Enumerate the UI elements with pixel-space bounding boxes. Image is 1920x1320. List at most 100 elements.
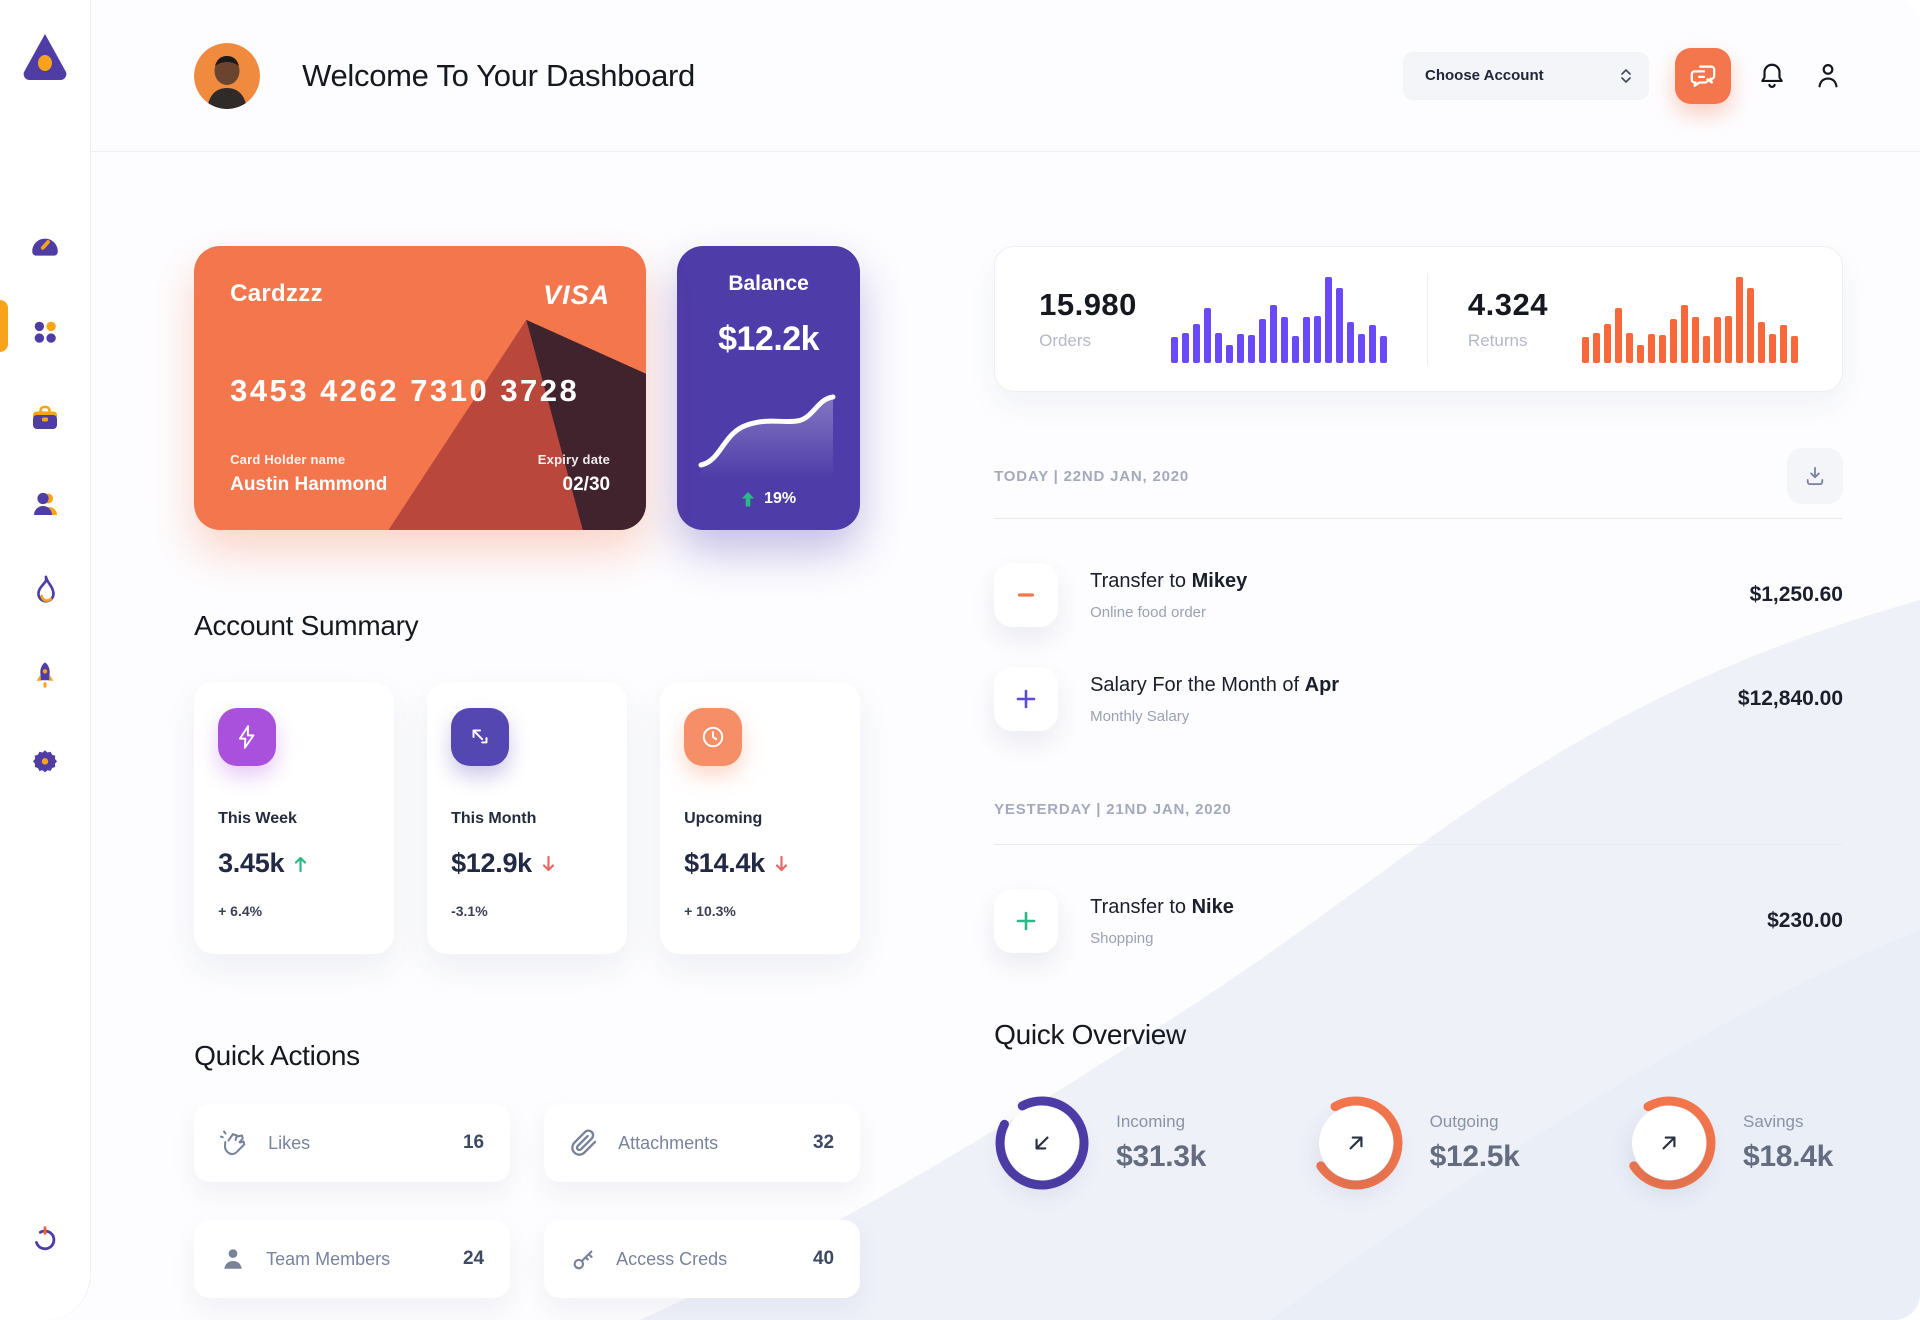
transaction-row-nike[interactable]: Transfer to Nike Shopping $230.00	[994, 889, 1843, 953]
lightning-icon	[218, 708, 277, 766]
outgoing-ring-chart	[1308, 1095, 1404, 1191]
orders-bar-chart	[1170, 275, 1387, 363]
summary-value: $14.4k	[684, 848, 836, 879]
visa-logo: VISA	[543, 280, 611, 310]
orders-value: 15.980	[1039, 287, 1137, 322]
balance-title: Balance	[728, 272, 809, 295]
sidebar-item-launch[interactable]	[23, 654, 67, 698]
today-header: TODAY | 22ND JAN, 2020	[994, 448, 1843, 504]
summary-card-upcoming[interactable]: Upcoming $14.4k + 10.3%	[660, 682, 861, 954]
account-summary-title: Account Summary	[194, 610, 419, 641]
triangle-logo-icon	[23, 34, 67, 80]
page-title: Welcome To Your Dashboard	[302, 57, 695, 93]
summary-label: Upcoming	[684, 810, 763, 827]
ring-value: $12.5k	[1429, 1140, 1520, 1173]
balance-card[interactable]: Balance $12.2k	[677, 246, 861, 530]
clap-icon	[220, 1130, 246, 1156]
sidebar-active-indicator	[0, 300, 8, 352]
right-column: 15.980 Orders 4.324 Returns	[994, 246, 1843, 1320]
header: Welcome To Your Dashboard Choose Account	[91, 0, 1920, 152]
notifications-button[interactable]	[1757, 60, 1787, 92]
quick-action-team[interactable]: Team Members 24	[194, 1220, 511, 1298]
arrow-up-right-icon	[1349, 1136, 1363, 1150]
stats-card: 15.980 Orders 4.324 Returns	[994, 246, 1843, 392]
qa-value: 32	[812, 1132, 835, 1153]
qa-label: Team Members	[266, 1248, 391, 1269]
bank-card-art	[194, 246, 647, 530]
sidebar-item-work[interactable]	[23, 396, 67, 440]
download-icon	[1806, 466, 1824, 486]
transaction-subtitle: Online food order	[1090, 603, 1206, 621]
quick-action-access[interactable]: Access Creds 40	[544, 1220, 861, 1298]
sidebar-nav	[23, 224, 67, 784]
sidebar-item-dashboard[interactable]	[23, 224, 67, 268]
content: Cardzzz VISA 3453 4262 7310 3728 Card Ho…	[91, 152, 1920, 1320]
orders-label: Orders	[1039, 331, 1092, 350]
header-actions: Choose Account	[1403, 47, 1843, 104]
quick-actions-title: Quick Actions	[194, 1040, 360, 1071]
profile-button[interactable]	[1813, 60, 1843, 92]
chat-button[interactable]	[1675, 47, 1731, 104]
summary-card-month[interactable]: This Month $12.9k -3.1%	[427, 682, 628, 954]
arrow-up-right-icon	[1662, 1136, 1676, 1150]
trend-down-icon	[542, 855, 554, 871]
left-column: Cardzzz VISA 3453 4262 7310 3728 Card Ho…	[194, 246, 861, 1320]
plus-icon	[994, 889, 1059, 953]
summary-delta: -3.1%	[451, 903, 488, 919]
arrow-down-left-icon	[1035, 1136, 1049, 1150]
choose-account-select[interactable]: Choose Account	[1403, 51, 1649, 100]
bank-card-number: 3453 4262 7310 3728	[230, 373, 580, 408]
choose-account-label: Choose Account	[1425, 67, 1544, 84]
balance-change: 19%	[741, 490, 796, 508]
chat-bubbles-icon	[1690, 65, 1716, 87]
download-button[interactable]	[1787, 448, 1843, 504]
avatar[interactable]	[194, 42, 261, 109]
avatar-photo	[194, 42, 261, 109]
quick-action-attachments[interactable]: Attachments 32	[544, 1104, 861, 1182]
trend-up-icon	[295, 856, 307, 872]
ring-value: $31.3k	[1116, 1140, 1207, 1173]
balance-trend-chart	[698, 394, 836, 479]
transaction-row-salary[interactable]: Salary For the Month of Apr Monthly Sala…	[994, 667, 1843, 731]
sidebar-logout[interactable]	[23, 1216, 67, 1260]
ring-label: Outgoing	[1429, 1112, 1499, 1131]
summary-delta: + 10.3%	[684, 903, 736, 919]
yesterday-label: YESTERDAY | 21ND JAN, 2020	[994, 801, 1232, 818]
expiry-label: Expiry date	[537, 452, 611, 467]
summary-delta: + 6.4%	[218, 903, 263, 919]
savings-ring-chart	[1621, 1095, 1717, 1191]
yesterday-header: YESTERDAY | 21ND JAN, 2020	[994, 801, 1843, 818]
qa-value: 40	[812, 1248, 835, 1269]
summary-card-week[interactable]: This Week 3.45k + 6.4%	[194, 682, 395, 954]
bank-card[interactable]: Cardzzz VISA 3453 4262 7310 3728 Card Ho…	[194, 246, 647, 530]
gauge-icon	[32, 238, 58, 256]
quick-action-likes[interactable]: Likes 16	[194, 1104, 511, 1182]
returns-label: Returns	[1467, 331, 1528, 350]
person-icon	[224, 1249, 242, 1269]
quick-actions-grid: Likes 16 Attachments 32	[194, 1104, 861, 1298]
quick-overview-rings: Incoming $31.3k	[994, 1095, 1843, 1191]
summary-label: This Month	[451, 810, 537, 827]
sidebar-item-settings[interactable]	[23, 740, 67, 784]
summary-label: This Week	[218, 810, 297, 827]
sidebar-item-team[interactable]	[23, 482, 67, 526]
qa-label: Likes	[268, 1132, 311, 1153]
transaction-row-mikey[interactable]: Transfer to Mikey Online food order $1,2…	[994, 563, 1843, 627]
ring-label: Savings	[1743, 1112, 1804, 1131]
transaction-subtitle: Monthly Salary	[1090, 707, 1190, 725]
sidebar	[0, 0, 92, 1320]
bank-card-name: Cardzzz	[230, 280, 323, 307]
gear-icon	[33, 750, 58, 773]
sidebar-item-apps[interactable]	[23, 310, 67, 354]
overview-incoming: Incoming $31.3k	[994, 1095, 1206, 1191]
trend-down-icon	[775, 855, 787, 871]
overview-savings: Savings $18.4k	[1621, 1095, 1833, 1191]
ring-label: Incoming	[1116, 1112, 1186, 1131]
app-logo[interactable]	[16, 26, 74, 84]
chevron-up-down-icon	[1621, 68, 1631, 83]
orders-stat: 15.980 Orders	[1039, 275, 1387, 363]
card-holder-label: Card Holder name	[230, 452, 346, 467]
sidebar-item-activity[interactable]	[23, 568, 67, 612]
qa-value: 24	[462, 1248, 485, 1269]
